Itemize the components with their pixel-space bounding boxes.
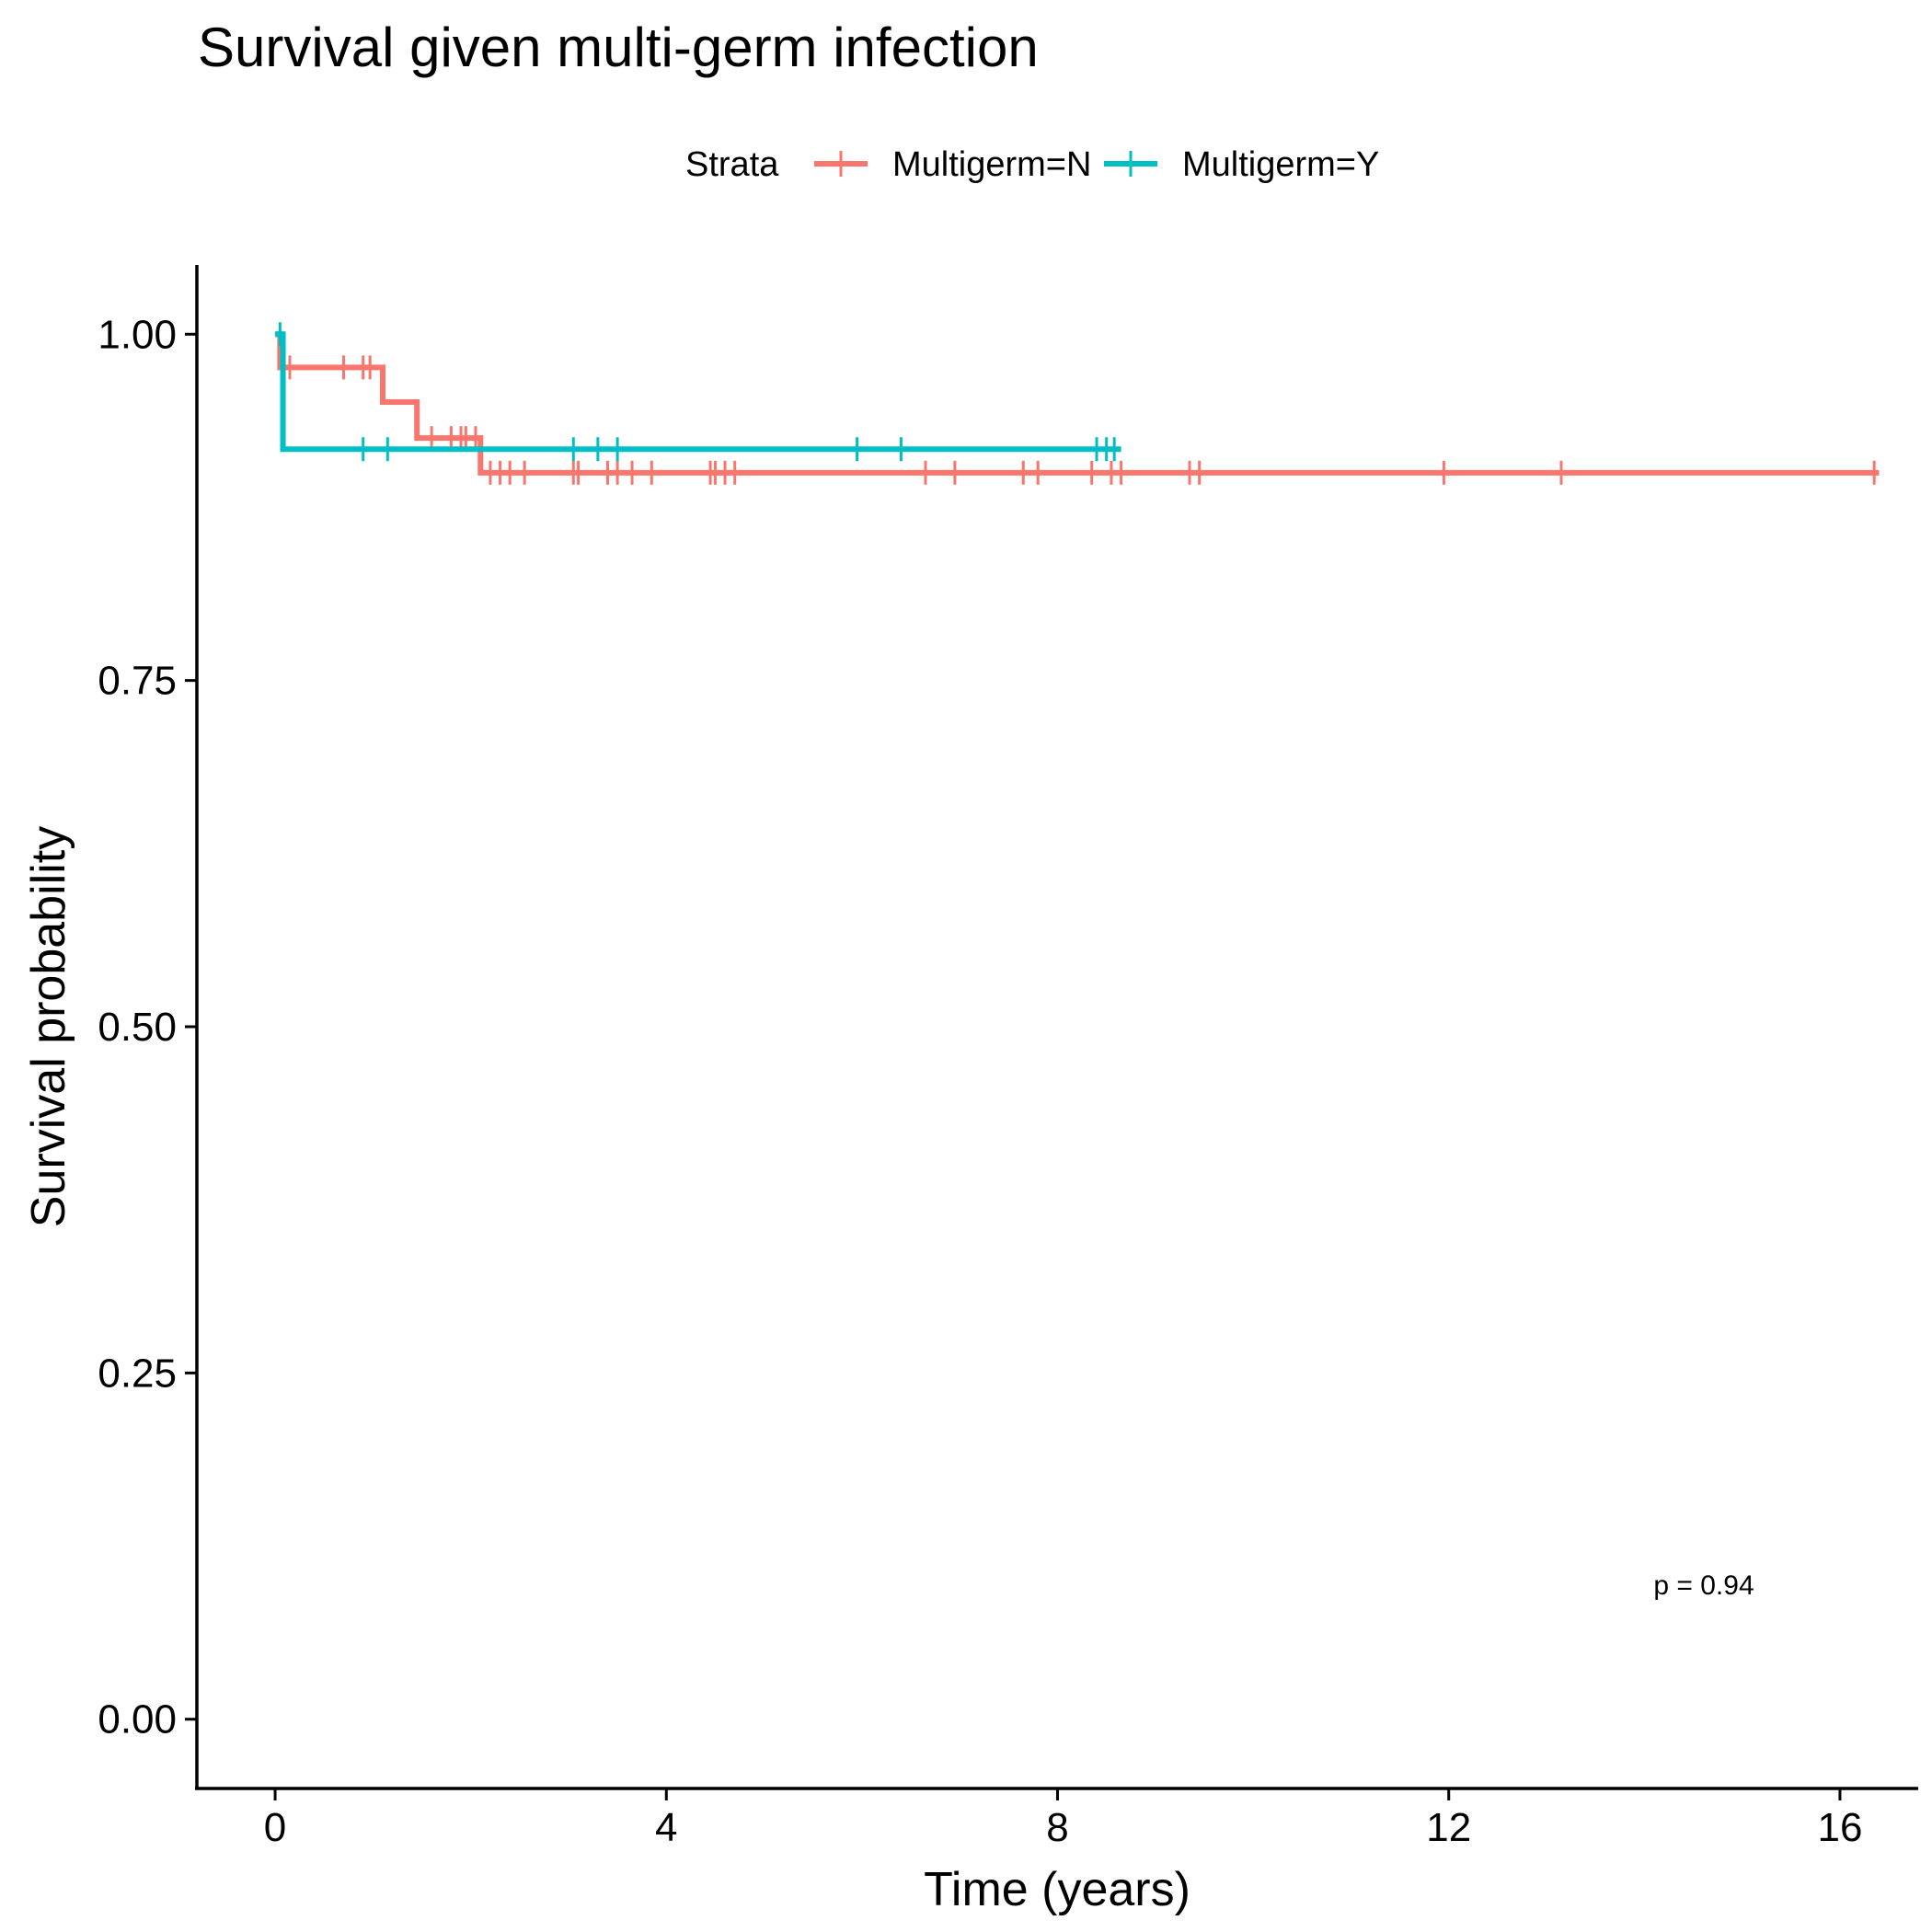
series-multigerm-y	[275, 322, 1121, 462]
y-tick-label: 0.25	[98, 1351, 177, 1396]
multigerm-y-curve	[275, 331, 1121, 453]
y-tick-label: 0.50	[98, 1005, 177, 1050]
x-tick-label: 4	[655, 1805, 677, 1850]
plot-area	[275, 322, 1880, 485]
y-axis-ticks: 0.00 0.25 0.50 0.75 1.00	[98, 312, 197, 1742]
legend: Strata Multigerm=N Multigerm=Y	[685, 145, 1379, 184]
x-tick-label: 12	[1426, 1805, 1471, 1850]
legend-item-multigerm-n: Multigerm=N	[814, 145, 1091, 184]
y-tick-label: 0.75	[98, 659, 177, 704]
multigerm-n-curve	[275, 331, 1880, 476]
x-tick-label: 16	[1817, 1805, 1862, 1850]
x-axis-title: Time (years)	[924, 1863, 1190, 1916]
x-tick-label: 8	[1046, 1805, 1068, 1850]
x-tick-label: 0	[264, 1805, 286, 1850]
legend-item-multigerm-y: Multigerm=Y	[1104, 145, 1379, 184]
y-tick-label: 0.00	[98, 1697, 177, 1742]
x-axis-ticks: 0 4 8 12 16	[264, 1788, 1862, 1850]
legend-title: Strata	[685, 145, 779, 184]
y-axis-title: Survival probability	[22, 826, 75, 1227]
legend-label-multigerm-y: Multigerm=Y	[1182, 145, 1379, 184]
chart-title: Survival given multi-germ infection	[198, 17, 1039, 78]
legend-label-multigerm-n: Multigerm=N	[892, 145, 1091, 184]
series-multigerm-n	[275, 331, 1880, 485]
p-value-annotation: p = 0.94	[1653, 1570, 1754, 1601]
y-tick-label: 1.00	[98, 312, 177, 357]
